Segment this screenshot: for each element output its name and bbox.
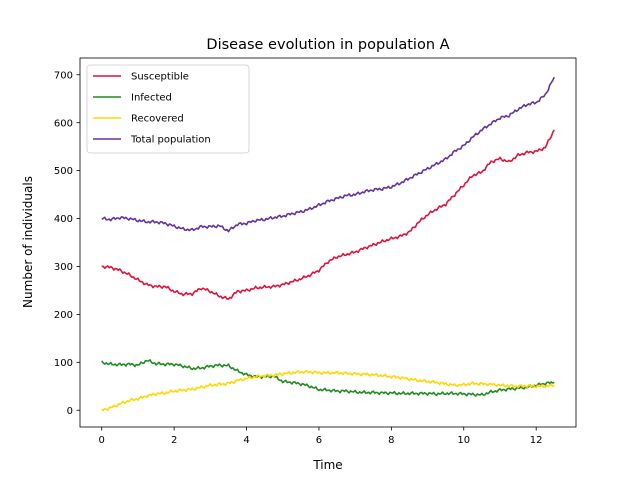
series-line-susceptible xyxy=(101,129,555,300)
axes-layer: 0 2 4 6 8 10 12 0 100 200 300 400 500 600 700 xyxy=(54,57,577,446)
x-tick-label: 0 xyxy=(99,435,105,446)
y-tick-label: 200 xyxy=(54,310,73,321)
y-tick-label: 700 xyxy=(54,70,73,81)
series-line-total-population xyxy=(101,76,555,233)
x-tick-label: 8 xyxy=(388,435,394,446)
chart-title: Disease evolution in population A xyxy=(206,37,449,53)
legend-label-infected: Infected xyxy=(131,93,172,104)
y-tick-label: 600 xyxy=(54,118,73,129)
y-tick-label: 400 xyxy=(54,214,73,225)
y-tick-label: 300 xyxy=(54,262,73,273)
x-axis-title: Time xyxy=(312,458,342,472)
series-line-recovered xyxy=(101,369,555,412)
y-tick-label: 500 xyxy=(54,166,73,177)
y-tick-label: 100 xyxy=(54,358,73,369)
y-axis-title: Number of individuals xyxy=(21,176,35,308)
legend-box xyxy=(86,64,250,154)
plot-frame xyxy=(79,57,577,428)
legend-label-total-population: Total population xyxy=(130,135,211,146)
legend-label-recovered: Recovered xyxy=(131,114,184,125)
x-tick-label: 4 xyxy=(243,435,249,446)
legend-label-susceptible: Susceptible xyxy=(131,72,189,83)
series-line-infected xyxy=(101,359,555,397)
y-tick-label: 0 xyxy=(67,406,73,417)
x-tick-label: 12 xyxy=(530,435,543,446)
legend: Susceptible Infected Recovered Total popula… xyxy=(86,64,250,154)
x-tick-label: 10 xyxy=(457,435,470,446)
series-layer xyxy=(101,76,555,412)
x-tick-label: 2 xyxy=(171,435,177,446)
x-tick-label: 6 xyxy=(316,435,322,446)
